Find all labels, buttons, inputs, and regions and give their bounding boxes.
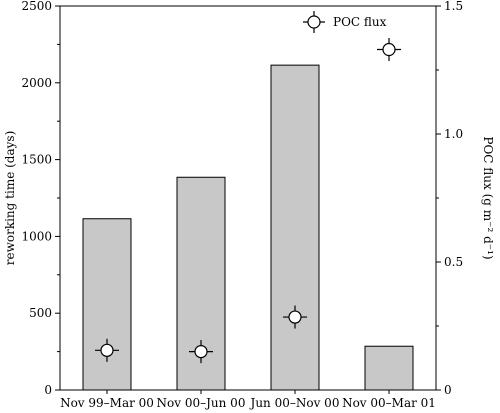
- y-tick-label-5: 2500: [21, 0, 52, 13]
- y2-tick-label-3: 1.5: [444, 0, 463, 13]
- bar-4: [364, 345, 414, 391]
- y-tick-label-1: 500: [29, 306, 52, 320]
- poc-flux-point-2: [194, 345, 208, 359]
- legend-marker: [307, 15, 321, 29]
- y2-tick-label-0: 0: [444, 383, 452, 397]
- x-axis: Nov 99–Mar 00 Nov 00–Jun 00 Jun 00–Nov 00 N…: [60, 390, 436, 410]
- y2-tick-label-2: 1.0: [444, 127, 463, 141]
- poc-flux-markers: [95, 38, 401, 364]
- y-tick-label-0: 0: [44, 383, 52, 397]
- y2-tick-label-1: 0.5: [444, 255, 463, 269]
- bar-3: [270, 64, 320, 391]
- poc-flux-point-4: [382, 42, 396, 57]
- legend-label: POC flux: [333, 15, 387, 29]
- legend: POC flux: [303, 11, 387, 33]
- x-tick-label-3: Jun 00–Nov 00: [249, 396, 340, 410]
- x-tick-label-1: Nov 99–Mar 00: [60, 396, 154, 410]
- poc-flux-point-3: [288, 310, 302, 324]
- y-tick-label-4: 2000: [21, 76, 52, 90]
- y-tick-label-3: 1500: [21, 153, 52, 167]
- y-axis-title: reworking time (days): [3, 131, 17, 266]
- bar-1: [82, 218, 132, 391]
- x-tick-label-2: Nov 00–Jun 00: [157, 396, 246, 410]
- bars: [82, 64, 414, 391]
- poc-flux-point-1: [100, 343, 114, 357]
- y2-axis-title: POC flux (g m⁻² d⁻¹): [481, 136, 495, 259]
- y-axis-left: 0 500 1000 1500 2000 2500: [21, 0, 60, 397]
- x-tick-label-4: Nov 00–Mar 01: [342, 396, 436, 410]
- y-tick-label-2: 1000: [21, 229, 52, 243]
- y-axis-right: 0 0.5 1.0 1.5: [436, 0, 463, 397]
